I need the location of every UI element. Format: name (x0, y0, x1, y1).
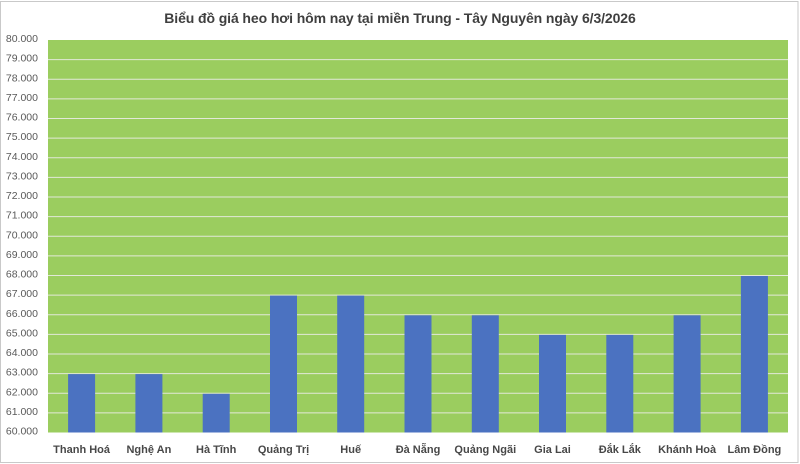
svg-text:64.000: 64.000 (6, 347, 38, 359)
svg-text:66.000: 66.000 (6, 308, 38, 320)
svg-text:73.000: 73.000 (6, 171, 38, 183)
svg-text:68.000: 68.000 (6, 269, 38, 281)
svg-text:Huế: Huế (340, 444, 362, 456)
svg-text:Đắk Lắk: Đắk Lắk (599, 443, 642, 456)
svg-text:77.000: 77.000 (6, 92, 38, 104)
svg-text:79.000: 79.000 (6, 53, 38, 65)
svg-text:63.000: 63.000 (6, 367, 38, 379)
svg-text:69.000: 69.000 (6, 249, 38, 261)
svg-text:74.000: 74.000 (6, 151, 38, 163)
svg-text:Quảng Ngãi: Quảng Ngãi (454, 444, 516, 456)
svg-text:80.000: 80.000 (6, 33, 38, 45)
svg-text:Đà Nẵng: Đà Nẵng (396, 443, 441, 456)
svg-text:Khánh Hoà: Khánh Hoà (658, 444, 717, 456)
svg-text:Thanh Hoá: Thanh Hoá (53, 444, 111, 456)
svg-text:62.000: 62.000 (6, 386, 38, 398)
svg-text:67.000: 67.000 (6, 288, 38, 300)
svg-text:61.000: 61.000 (6, 406, 38, 418)
svg-text:Nghệ An: Nghệ An (126, 444, 171, 456)
svg-text:Hà Tĩnh: Hà Tĩnh (196, 444, 237, 456)
svg-text:Quảng Trị: Quảng Trị (258, 444, 309, 456)
svg-text:70.000: 70.000 (6, 229, 38, 241)
svg-text:78.000: 78.000 (6, 72, 38, 84)
svg-text:Biểu đồ giá heo hơi hôm nay tạ: Biểu đồ giá heo hơi hôm nay tại miền Tru… (164, 10, 636, 26)
svg-text:75.000: 75.000 (6, 131, 38, 143)
svg-text:71.000: 71.000 (6, 210, 38, 222)
svg-text:Lâm Đồng: Lâm Đồng (728, 444, 782, 456)
svg-text:76.000: 76.000 (6, 112, 38, 124)
svg-text:65.000: 65.000 (6, 328, 38, 340)
svg-text:Gia Lai: Gia Lai (534, 444, 571, 456)
svg-text:72.000: 72.000 (6, 190, 38, 202)
svg-text:60.000: 60.000 (6, 426, 38, 438)
